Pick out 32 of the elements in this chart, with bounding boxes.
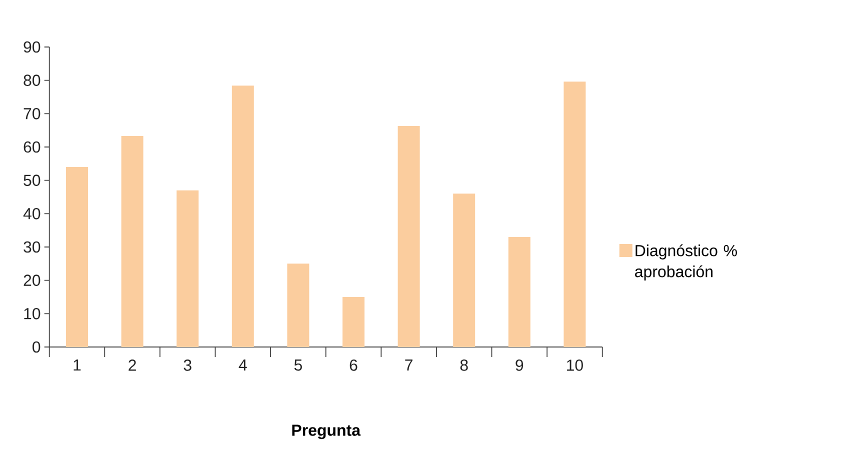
y-tick-label: 60: [24, 141, 40, 153]
bar: [564, 82, 586, 347]
x-tick-label: 8: [460, 360, 468, 371]
bar: [453, 194, 476, 347]
bar: [398, 126, 420, 347]
y-tick-label: 80: [24, 74, 40, 86]
legend-label: Diagnóstico % aprobación: [635, 244, 737, 280]
x-tick-label: 4: [238, 360, 247, 371]
y-tick-label: 30: [24, 241, 40, 253]
y-tick-label: 50: [24, 174, 40, 186]
x-tick-label: 5: [294, 360, 302, 371]
x-tick-label: 2: [128, 360, 136, 371]
x-axis-title: Pregunta: [292, 424, 361, 440]
x-tick-label: 3: [184, 360, 192, 371]
x-tick-label: 10: [567, 360, 583, 371]
bar: [508, 237, 530, 347]
x-tick-label: 6: [350, 360, 358, 371]
y-tick-label: 10: [24, 308, 40, 320]
y-tick-label: 20: [24, 274, 40, 286]
x-tick-label: 1: [74, 360, 81, 371]
y-tick-label: 40: [23, 208, 40, 220]
x-tick-label: 9: [516, 360, 524, 371]
bar: [342, 297, 365, 347]
bar: [176, 190, 199, 347]
bar: [66, 167, 88, 347]
y-tick-label: 90: [24, 41, 40, 53]
bar: [287, 264, 310, 347]
y-tick-label: 0: [32, 341, 40, 353]
bar: [232, 86, 254, 347]
x-tick-label: 7: [405, 360, 412, 371]
bar: [121, 136, 144, 347]
y-tick-label: 70: [24, 108, 40, 120]
